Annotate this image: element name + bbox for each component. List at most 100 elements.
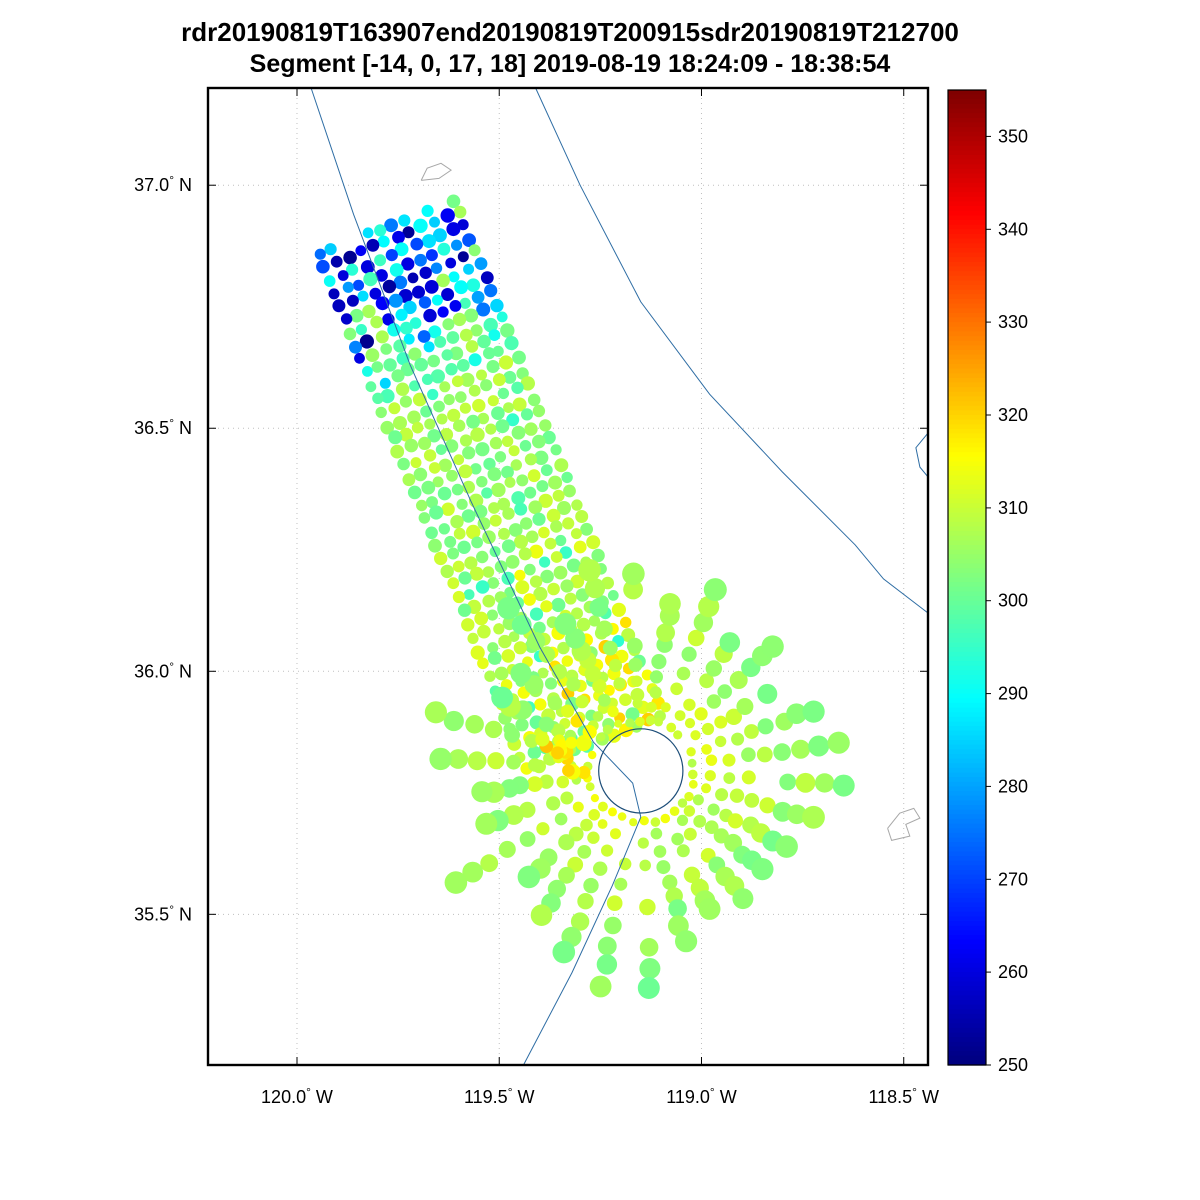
swath-dot (387, 323, 401, 337)
swath-dot (388, 402, 401, 415)
swath-dot (553, 565, 568, 580)
swath-dot (462, 233, 476, 248)
swath-dot (409, 380, 421, 392)
swath-dot (482, 566, 495, 578)
fan-dot (524, 733, 539, 748)
swath-dot (539, 556, 551, 568)
swath-dot (514, 534, 528, 549)
colorbar-tick-label-7: 320 (998, 405, 1028, 425)
swath-dot (471, 536, 483, 549)
colorbar-tick-label-6: 310 (998, 498, 1028, 518)
fan-dot (598, 693, 611, 707)
colorbar-tick-label-3: 280 (998, 776, 1028, 796)
swath-dot (505, 555, 520, 569)
swath-dot (586, 535, 601, 550)
fan-dot (580, 818, 593, 832)
fan-dot (629, 818, 638, 827)
fan-dot (444, 871, 468, 894)
fan-dot (500, 779, 519, 798)
swath-dot (487, 395, 499, 407)
fan-dot (597, 801, 608, 812)
swath-dot (470, 324, 483, 337)
swath-dot (451, 375, 464, 388)
fan-dot (503, 805, 524, 825)
swath-dot (446, 469, 458, 482)
y-tick-label-2: 36.0° N (134, 659, 192, 681)
swath-dot (328, 288, 340, 300)
y-tick-label-1: 36.5° N (134, 416, 192, 438)
swath-dot (464, 308, 479, 323)
swath-dot (436, 413, 448, 425)
swath-dot (437, 242, 451, 256)
fan-dot (614, 877, 628, 891)
swath-dot (416, 499, 428, 512)
fan-dot (572, 801, 584, 813)
swath-dot (580, 522, 593, 536)
swath-dot (508, 445, 520, 457)
swath-dot (393, 275, 408, 290)
swath-dot (403, 300, 417, 315)
fan-dot (707, 803, 720, 816)
fan-dot (814, 773, 835, 793)
swath-dot (527, 469, 541, 483)
fan-dot (675, 930, 698, 953)
swath-dot (487, 577, 500, 589)
swath-dot (501, 435, 514, 447)
swath-dot (422, 234, 436, 249)
swath-dot (454, 280, 468, 295)
swath-dot (486, 609, 498, 621)
fan-dot (443, 710, 464, 732)
swath-dot (400, 321, 413, 335)
fan-dot (588, 750, 597, 760)
colorbar-tick-label-0: 250 (998, 1055, 1028, 1075)
swath-dot (401, 257, 415, 271)
boundary-edge-arc (915, 432, 929, 478)
swath-dot (547, 582, 560, 596)
swath-dot (515, 718, 529, 732)
swath-dot (461, 618, 475, 632)
y-tick-label-0: 37.0° N (134, 173, 192, 195)
swath-dot (619, 693, 632, 706)
swath-dot (559, 546, 573, 559)
swath-dot (495, 419, 510, 434)
swath-dot (421, 373, 434, 385)
swath-dot (485, 423, 497, 435)
swath-dot (395, 308, 408, 321)
fan-dot (650, 827, 663, 840)
fan-dot (687, 629, 705, 647)
swath-dot (349, 340, 362, 354)
swath-dot (458, 464, 473, 479)
fan-dot (538, 716, 554, 732)
swath-dot (450, 515, 464, 529)
fan-dot (608, 807, 617, 817)
swath-dot (375, 406, 387, 419)
swath-dot (475, 580, 490, 594)
fan-dot (725, 708, 742, 725)
fan-dot (676, 844, 690, 858)
swath-dot (413, 218, 428, 233)
swath-dot (575, 510, 589, 523)
fan-dot (593, 861, 608, 876)
swath-dot (398, 214, 411, 227)
fan-dot (714, 735, 727, 748)
swath-dot (523, 593, 536, 606)
swath-dot (459, 328, 473, 342)
swath-dot (538, 526, 550, 539)
swath-dot (471, 290, 485, 304)
fan-dot (654, 717, 663, 727)
swath-dot (571, 607, 583, 620)
fan-dot (714, 715, 728, 729)
swath-dot (468, 353, 482, 367)
swath-dot (487, 651, 502, 665)
swath-dot (371, 361, 384, 373)
fan-dot (649, 686, 662, 699)
swath-dot (438, 458, 452, 472)
swath-dot (477, 517, 491, 530)
fan-dot (683, 866, 701, 883)
fan-dots (424, 559, 855, 999)
swath-dot (437, 486, 452, 501)
swath-dot (573, 540, 587, 554)
swath-dot (488, 329, 501, 341)
swath-dot (374, 224, 387, 237)
fan-dot (683, 827, 697, 841)
